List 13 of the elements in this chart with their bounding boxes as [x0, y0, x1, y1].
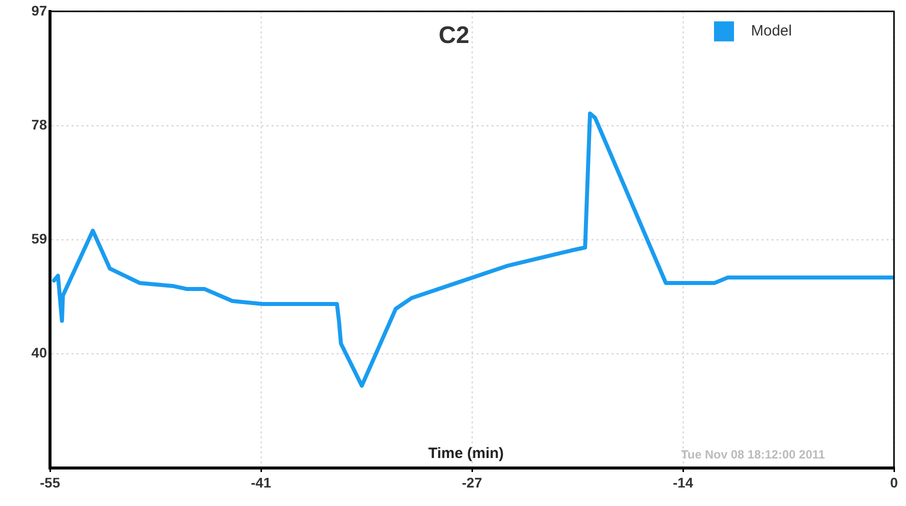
- x-tick-label: -14: [672, 474, 694, 490]
- y-tick-label: 97: [31, 2, 48, 18]
- x-axis-title: Time (min): [428, 445, 504, 462]
- annotation: Tue Nov 08 18:12:00 2011: [681, 447, 826, 462]
- text: C2: [438, 22, 470, 50]
- y-tick-label: 59: [31, 230, 48, 247]
- legend-label: Model: [751, 22, 792, 40]
- y-tick-label: 78: [31, 116, 48, 132]
- x-tick-label: -55: [40, 474, 60, 490]
- x-tick-label: -41: [250, 474, 272, 490]
- x-tick-label: 0: [890, 474, 898, 490]
- y-tick-label: 40: [31, 344, 48, 361]
- x-tick-label: -27: [462, 474, 482, 490]
